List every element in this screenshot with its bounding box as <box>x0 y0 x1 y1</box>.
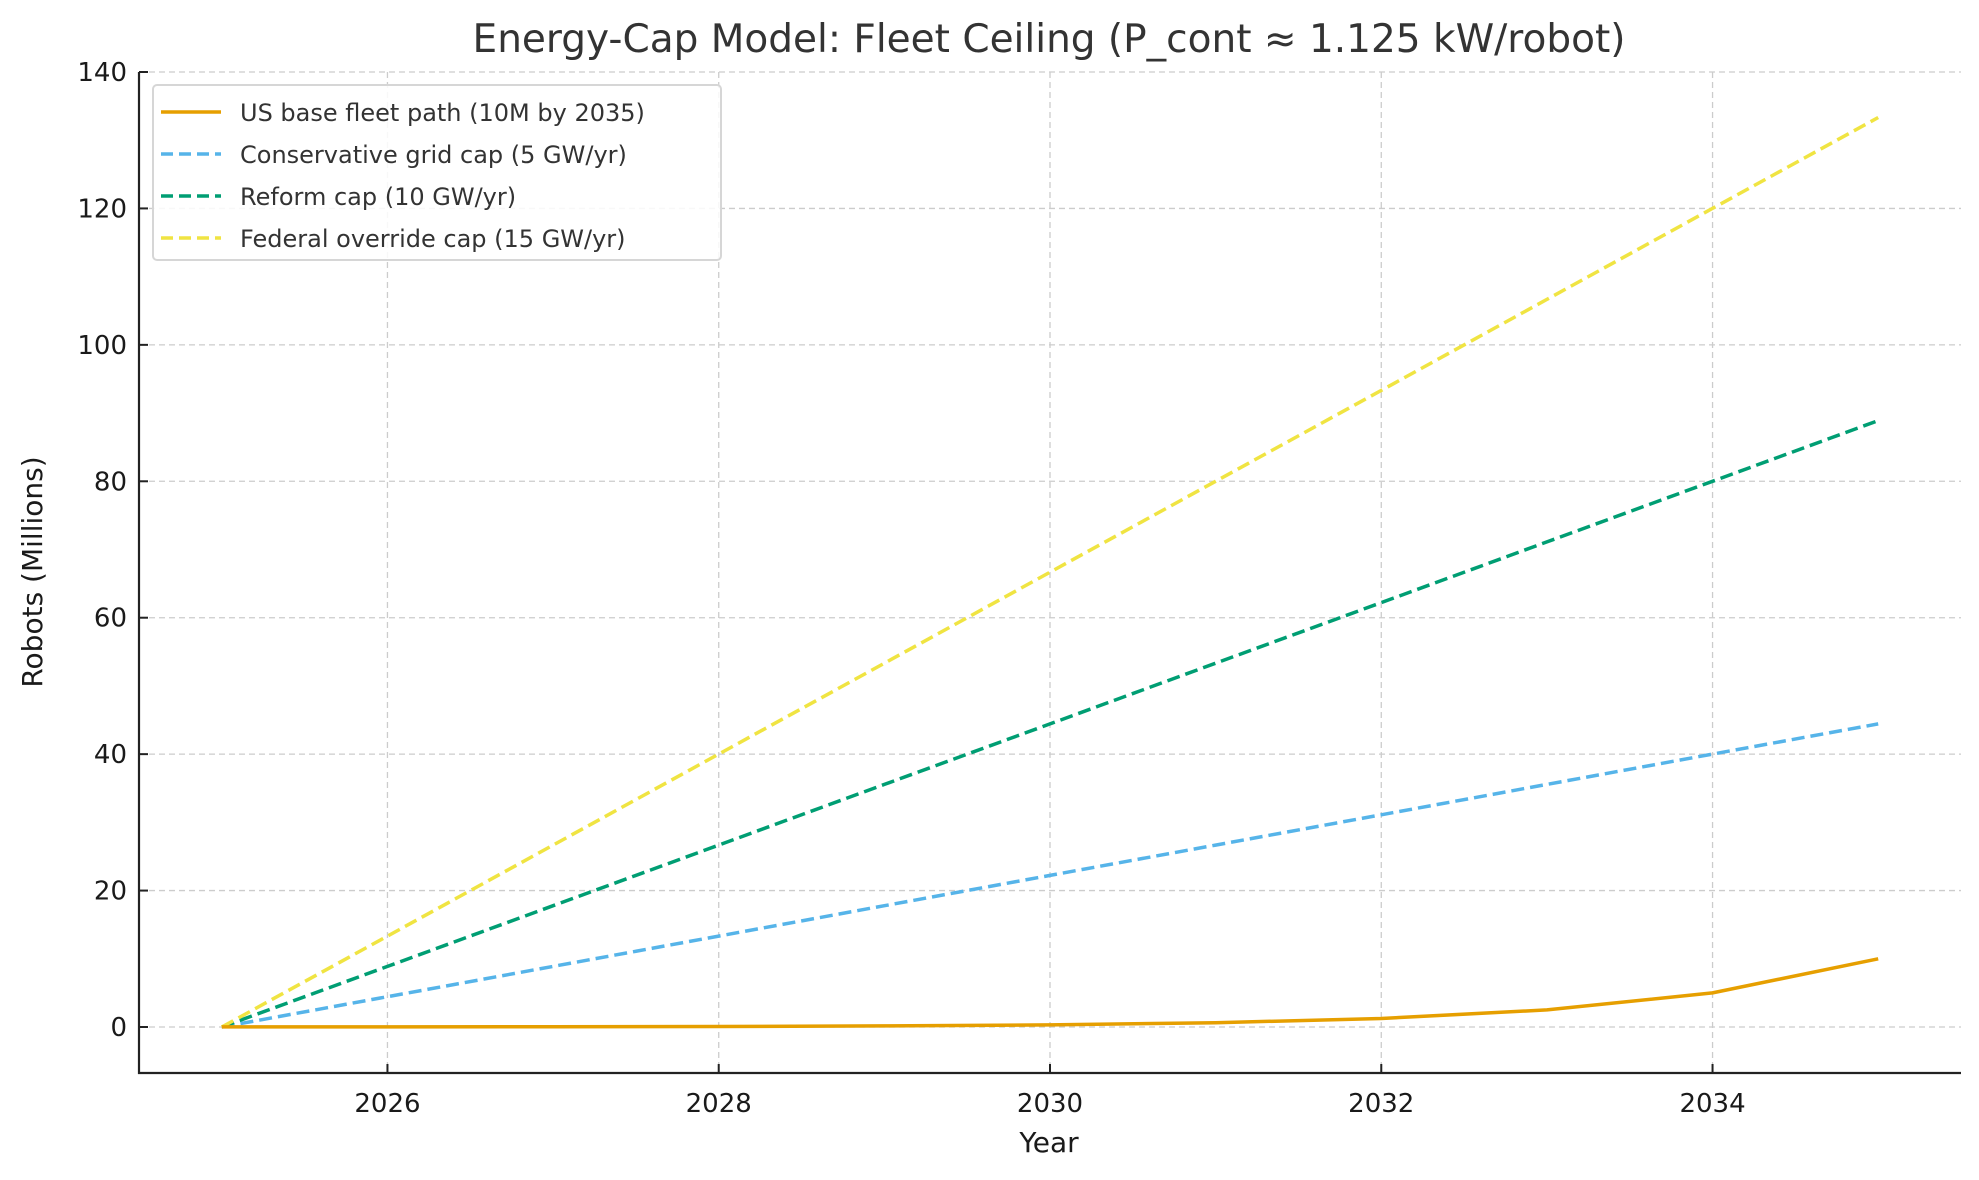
series-line <box>221 957 1879 1029</box>
grid <box>139 71 1961 1073</box>
series-line <box>220 115 1880 1029</box>
y-tick-label: 140 <box>77 58 127 88</box>
x-tick-label: 2030 <box>1017 1089 1083 1119</box>
x-tick-label: 2034 <box>1679 1089 1745 1119</box>
y-tick-label: 40 <box>94 740 127 770</box>
legend-label: Conservative grid cap (5 GW/yr) <box>240 141 627 169</box>
series-group <box>220 115 1880 1029</box>
y-tick-label: 100 <box>77 331 127 361</box>
legend-label: Reform cap (10 GW/yr) <box>240 183 516 211</box>
legend-box <box>152 84 722 261</box>
ticks: 2026 2028 2030 2032 2034 0 20 40 60 80 100 120 140 <box>77 58 1745 1119</box>
y-tick-label: 20 <box>94 877 127 907</box>
series-line <box>221 722 1879 1029</box>
series-line <box>221 418 1879 1029</box>
x-tick-label: 2028 <box>686 1089 752 1119</box>
legend-label: Federal override cap (15 GW/yr) <box>240 225 626 253</box>
legend-label: US base fleet path (10M by 2035) <box>240 99 645 127</box>
x-tick-label: 2032 <box>1348 1089 1414 1119</box>
y-tick-label: 60 <box>94 604 127 634</box>
y-tick-label: 0 <box>110 1013 127 1043</box>
chart-title: Energy-Cap Model: Fleet Ceiling (P_cont … <box>473 17 1626 62</box>
y-axis-label: Robots (Millions) <box>16 456 49 687</box>
y-tick-label: 120 <box>77 194 127 224</box>
x-tick-label: 2026 <box>354 1089 420 1119</box>
x-axis-label: Year <box>1018 1126 1079 1159</box>
y-tick-label: 80 <box>94 467 127 497</box>
legend: US base fleet path (10M by 2035) Conserva… <box>152 84 722 261</box>
